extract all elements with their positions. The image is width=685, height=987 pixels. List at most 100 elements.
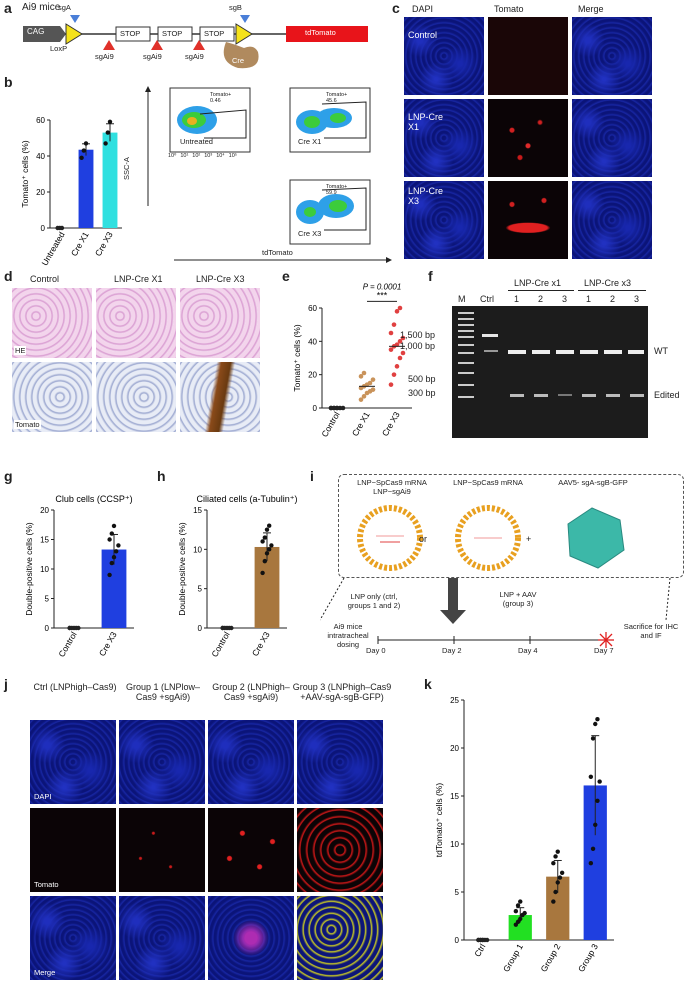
stop-3 bbox=[199, 26, 235, 42]
significance-stars: *** bbox=[377, 290, 388, 300]
facs-tick: 10⁵ bbox=[228, 153, 238, 159]
stop-label-1: STOP bbox=[120, 29, 141, 38]
category-label: Cre X3 bbox=[93, 230, 115, 258]
data-point bbox=[107, 537, 112, 542]
data-point bbox=[553, 889, 558, 895]
category-label: Group 1 bbox=[501, 942, 525, 974]
category-label: Cre X3 bbox=[380, 410, 402, 438]
c-control-merge bbox=[572, 17, 652, 95]
y-tick-label: 5 bbox=[45, 595, 50, 604]
chart-b: 0 20 40 60 Tomato⁺ cells (%) Untreated Cre X1 C… bbox=[20, 116, 122, 266]
c-row-crex1: LNP-Cre X1 bbox=[408, 112, 444, 132]
j-g2-dapi bbox=[208, 720, 294, 804]
c-col-tomato: Tomato bbox=[494, 4, 524, 14]
data-point bbox=[518, 899, 523, 904]
data-point bbox=[262, 535, 267, 540]
j-row-tomato: Tomato bbox=[34, 880, 59, 889]
chart-title: Ciliated cells (a-Tubulin⁺) bbox=[197, 494, 298, 504]
y-tick-label: 0 bbox=[41, 224, 46, 233]
data-point bbox=[370, 377, 376, 382]
data-point bbox=[388, 330, 394, 336]
c-crex3-dapi bbox=[404, 181, 484, 259]
y-axis-label: Double-positive cells (%) bbox=[177, 522, 187, 616]
category-label: Untreated bbox=[39, 230, 66, 266]
data-point bbox=[551, 861, 556, 866]
cre-label: Cre bbox=[232, 56, 245, 65]
y-tick-label: 60 bbox=[308, 304, 317, 313]
data-point bbox=[79, 155, 84, 160]
data-point bbox=[588, 861, 594, 866]
i-dashed-box bbox=[338, 474, 684, 578]
tdtomato-box bbox=[286, 26, 368, 42]
data-point bbox=[260, 539, 265, 544]
d-col-crex3: LNP-Cre X3 bbox=[196, 274, 245, 284]
y-tick-label: 60 bbox=[36, 116, 45, 125]
bar bbox=[508, 915, 532, 940]
bar bbox=[546, 876, 570, 940]
c-col-dapi: DAPI bbox=[412, 4, 434, 14]
data-point bbox=[400, 350, 406, 356]
facs-label-crex3: Cre X3 bbox=[298, 229, 322, 238]
y-axis-label: tdTomato⁺ cells (%) bbox=[434, 783, 444, 858]
facs-label-crex1: Cre X1 bbox=[298, 137, 322, 146]
data-point bbox=[109, 560, 115, 566]
j-ctrl-merge bbox=[30, 896, 116, 980]
sacrifice-marker bbox=[598, 632, 614, 648]
facs-x-ticks: 10⁰ 10¹ 10² 10³ 10⁴ 10⁵ bbox=[168, 153, 237, 159]
j-col-ctrl: Ctrl (LNPhigh–Cas9) bbox=[33, 682, 117, 692]
y-tick-label: 0 bbox=[45, 624, 50, 633]
facs-gate-untreated: Tomato+ 0.46 bbox=[210, 92, 232, 104]
sgai9-marker-3 bbox=[193, 40, 205, 50]
data-point bbox=[553, 854, 558, 859]
j-col-group1: Group 1 (LNPlow–Cas9 +sgAi9) bbox=[125, 682, 201, 702]
lnp-particle-2 bbox=[455, 505, 521, 571]
d-col-control: Control bbox=[30, 274, 60, 284]
panel-label-a: a bbox=[4, 0, 12, 16]
i-or: or bbox=[419, 534, 428, 544]
facs-gate-crex3: Tomato+ 59.9 bbox=[326, 184, 348, 196]
y-tick-label: 20 bbox=[308, 371, 317, 380]
y-tick-label: 15 bbox=[40, 536, 49, 545]
data-point bbox=[114, 549, 119, 554]
category-label: Group 3 bbox=[576, 942, 600, 974]
data-point bbox=[361, 394, 367, 399]
data-point bbox=[588, 774, 594, 779]
cag-label: CAG bbox=[27, 27, 45, 36]
y-tick-label: 5 bbox=[198, 585, 203, 594]
data-point bbox=[361, 370, 367, 376]
data-point bbox=[358, 397, 364, 402]
chart-title: Club cells (CCSP⁺) bbox=[55, 494, 132, 504]
data-point bbox=[367, 380, 373, 386]
loxp-label: LoxP bbox=[50, 44, 68, 53]
i-lnp-only: LNP only (ctrl, groups 1 and 2) bbox=[347, 592, 401, 610]
data-point bbox=[220, 625, 225, 631]
category-label: Cre X3 bbox=[250, 630, 272, 658]
data-point bbox=[391, 372, 397, 377]
bar bbox=[102, 132, 118, 228]
sgai9-label-2: sgAi9 bbox=[143, 52, 162, 61]
j-col-group3: Group 3 (LNPhigh–Cas9 +AAV-sgA-sgB-GFP) bbox=[292, 682, 392, 702]
facs-y-axis: SSC-A bbox=[122, 157, 131, 180]
data-point bbox=[229, 625, 234, 631]
data-point bbox=[358, 374, 364, 379]
y-tick-label: 10 bbox=[450, 840, 459, 849]
gel-image bbox=[452, 306, 648, 438]
sga-label: sgA bbox=[58, 3, 71, 12]
data-point bbox=[394, 342, 400, 347]
sgb-marker bbox=[240, 15, 250, 23]
d-col-crex1: LNP-Cre X1 bbox=[114, 274, 163, 284]
data-point bbox=[111, 523, 117, 529]
data-point bbox=[394, 309, 400, 314]
bar bbox=[78, 149, 94, 228]
data-point bbox=[267, 523, 272, 528]
data-point bbox=[109, 531, 115, 536]
i-day2: Day 2 bbox=[442, 646, 462, 655]
data-point bbox=[107, 572, 112, 578]
data-point bbox=[522, 910, 527, 916]
y-tick-label: 0 bbox=[198, 624, 203, 633]
c-row-control: Control bbox=[408, 30, 438, 40]
j-row-dapi: DAPI bbox=[34, 792, 52, 801]
c-control-tomato bbox=[488, 17, 568, 95]
data-point bbox=[397, 339, 403, 344]
y-tick-label: 15 bbox=[450, 792, 459, 801]
